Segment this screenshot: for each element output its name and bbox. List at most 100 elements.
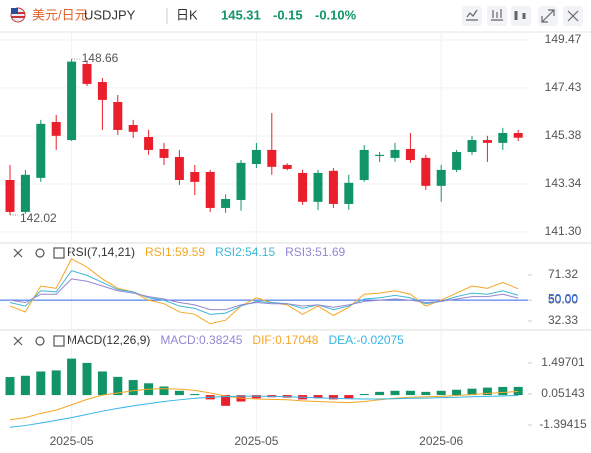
histogram-bar [36,371,46,396]
x-tick-label: 2025-06 [419,434,463,448]
y-tick-label: 149.47 [545,32,582,46]
toolbar[interactable] [462,6,583,26]
candle-body [20,174,30,212]
candle-body [205,172,215,208]
histogram-bar [221,395,231,406]
histogram-bar [436,390,446,396]
histogram-bar [344,395,354,399]
y-tick-label: 147.43 [545,80,582,94]
candle-body [5,179,15,212]
y-tick-label: 143.34 [545,176,582,190]
legend-entry: RSI2:54.15 [215,245,275,259]
period: 日K [176,7,198,22]
legend-entry: MACD:0.38245 [160,333,242,347]
histogram-bar [467,388,477,396]
histogram-bar [159,386,169,396]
histogram-bar [113,376,123,396]
legend-entry: DEA:-0.02075 [328,333,404,347]
legend-entry: RSI1:59.59 [145,245,205,259]
histogram-bar [328,395,338,400]
candle-body [128,125,138,132]
candle-body [344,182,354,204]
histogram-bar [5,377,15,396]
histogram-bar [421,391,431,396]
histogram-bar [20,375,30,396]
y-tick-label: 1.49701 [541,355,585,369]
price: 145.31 [221,7,261,22]
candle-body [82,63,92,84]
histogram-bar [452,389,462,396]
series-line [9,395,519,428]
y-tick-label: 50.00 [548,292,578,306]
y-tick-label: 145.38 [545,128,582,142]
candle-body [467,140,477,153]
candle-body [421,157,431,186]
candle-body [97,82,107,100]
macd-title: MACD(12,26,9) [67,333,150,347]
series-line [9,278,519,311]
change-pct: -0.10% [315,7,357,22]
candle-body [36,123,46,178]
candle-body [144,137,154,150]
histogram-bar [97,371,107,396]
legend-entry: DIF:0.17048 [252,333,318,347]
pair-name: 美元/日元 [32,7,88,22]
candle-body [328,170,338,204]
y-tick-label: -1.39415 [539,417,587,431]
y-tick-label: 71.32 [548,267,578,281]
histogram-bar [251,395,261,399]
candle-body [375,154,385,157]
candle-body [390,149,400,158]
symbol: USDJPY [84,7,136,22]
rsi-title: RSI(7,14,21) [67,245,135,259]
histogram-bar [174,390,184,396]
y-tick-label: 0.05143 [541,386,585,400]
candle-body [51,121,61,136]
change: -0.15 [273,7,303,22]
candle-body [236,162,246,200]
candle-body [282,164,292,169]
candle-body [513,133,523,138]
histogram-bar [190,394,200,396]
candle-body [405,148,415,161]
candle-body [67,61,77,141]
high-annotation: 148.66 [82,51,119,65]
histogram-bar [51,370,61,396]
candle-body [452,152,462,170]
candle-body [267,149,277,167]
histogram-bar [513,386,523,396]
candle-body [482,140,492,143]
histogram-bar [128,380,138,396]
candle-body [298,172,308,202]
histogram-bar [67,358,77,396]
candle-body [221,199,231,208]
y-tick-label: 32.33 [548,313,578,327]
series-line [9,388,519,421]
low-annotation: 142.02 [20,211,57,225]
x-tick-label: 2025-05 [50,434,94,448]
x-tick-label: 2025-05 [234,434,278,448]
y-tick-label: 141.30 [545,224,582,238]
series-line [9,270,519,315]
reference-label: 50.00 [548,291,578,305]
histogram-bar [405,390,415,396]
candle-body [113,102,123,130]
flag-icon [10,7,26,23]
histogram-bar [498,386,508,396]
histogram-bar [359,394,369,396]
candle-body [436,169,446,186]
candle-body [498,133,508,143]
candle-body [251,149,261,165]
candle-body [174,156,184,180]
histogram-bar [82,362,92,396]
panel-controls[interactable] [13,247,65,347]
histogram-bar [313,395,323,399]
candle-body [159,148,169,158]
histogram-bar [482,387,492,396]
legend-entry: RSI3:51.69 [285,245,345,259]
series-line [9,258,519,325]
histogram-bar [390,390,400,396]
histogram-bar [375,391,385,396]
candle-body [313,172,323,202]
